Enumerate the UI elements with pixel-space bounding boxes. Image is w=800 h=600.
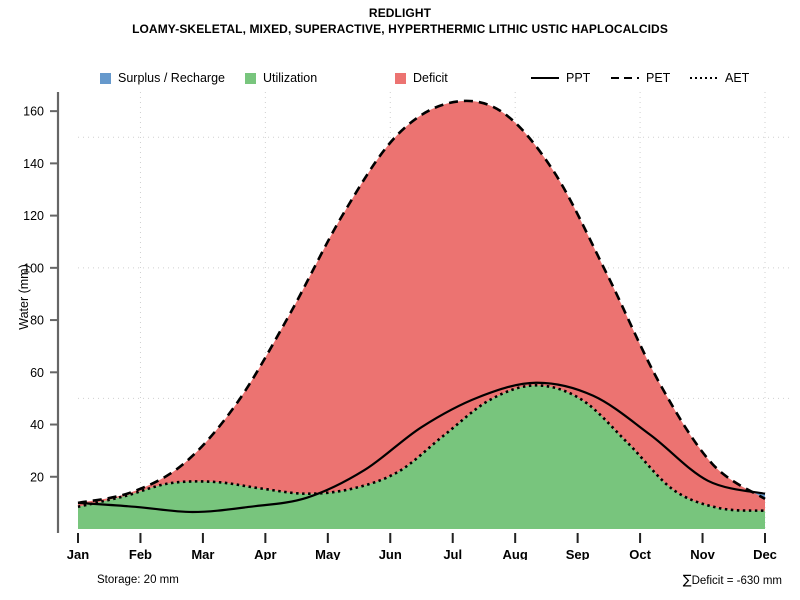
chart-subtitle: LOAMY-SKELETAL, MIXED, SUPERACTIVE, HYPE…: [132, 22, 668, 36]
legend-label-aet: AET: [725, 71, 750, 85]
legend-swatch-deficit: [395, 72, 406, 84]
chart-legend: Surplus / Recharge Utilization Deficit P…: [100, 69, 760, 87]
y-tick-label: 120: [23, 209, 44, 223]
series-line-pet: [77, 99, 766, 505]
page-title: REDLIGHT: [368, 6, 432, 20]
legend-item-surplus: Surplus / Recharge: [100, 69, 225, 87]
y-tick-label: 80: [30, 314, 44, 328]
x-tick-label: Nov: [690, 547, 715, 560]
x-tick-label: Jun: [379, 547, 402, 560]
sum-deficit-annotation: ∑Deficit = -630 mm: [683, 573, 782, 588]
legend-item-ppt: PPT: [530, 69, 590, 87]
x-tick-label: Aug: [503, 547, 528, 560]
x-tick-label: May: [315, 547, 341, 560]
chart-title-block: REDLIGHT LOAMY-SKELETAL, MIXED, SUPERACT…: [0, 6, 800, 37]
x-tick-label: Feb: [129, 547, 152, 560]
legend-item-aet: AET: [689, 69, 749, 87]
x-tick-label: Jan: [67, 547, 89, 560]
legend-label-ppt: PPT: [566, 71, 591, 85]
y-tick-label: 60: [30, 366, 44, 380]
series-line-ppt: [77, 381, 766, 514]
sigma-icon: ∑: [682, 573, 692, 588]
legend-swatch-utilization: [245, 72, 256, 84]
legend-label-surplus: Surplus / Recharge: [118, 71, 226, 85]
legend-label-deficit: Deficit: [413, 71, 448, 85]
legend-label-utilization: Utilization: [263, 71, 318, 85]
legend-item-pet: PET: [610, 69, 670, 87]
legend-line-pet: [610, 72, 640, 84]
area-utilization: [78, 385, 765, 529]
legend-item-utilization: Utilization: [245, 69, 317, 87]
x-tick-label: Apr: [254, 547, 276, 560]
storage-annotation: Storage: 20 mm: [97, 574, 179, 586]
y-tick-label: 100: [23, 261, 44, 275]
legend-line-ppt: [530, 72, 560, 84]
x-tick-label: Mar: [191, 547, 214, 560]
area-deficit: [78, 100, 765, 511]
y-tick-label: 160: [23, 105, 44, 119]
legend-item-deficit: Deficit: [395, 69, 448, 87]
chart-plot-area: 20 40 60 80 100 120 140 160 Jan Feb Mar Apr May Jun Ju…: [23, 92, 790, 560]
series-line-aet: [77, 384, 766, 513]
y-tick-label: 40: [30, 418, 44, 432]
x-tick-label: Dec: [753, 547, 777, 560]
y-tick-label: 140: [23, 157, 44, 171]
sum-deficit-text: Deficit = -630 mm: [691, 575, 782, 587]
legend-swatch-surplus: [100, 72, 111, 84]
legend-label-pet: PET: [646, 71, 671, 85]
x-tick-label: Jul: [443, 547, 462, 560]
y-tick-label: 20: [30, 470, 44, 484]
x-tick-label: Sep: [566, 547, 590, 560]
x-tick-label: Oct: [629, 547, 651, 560]
